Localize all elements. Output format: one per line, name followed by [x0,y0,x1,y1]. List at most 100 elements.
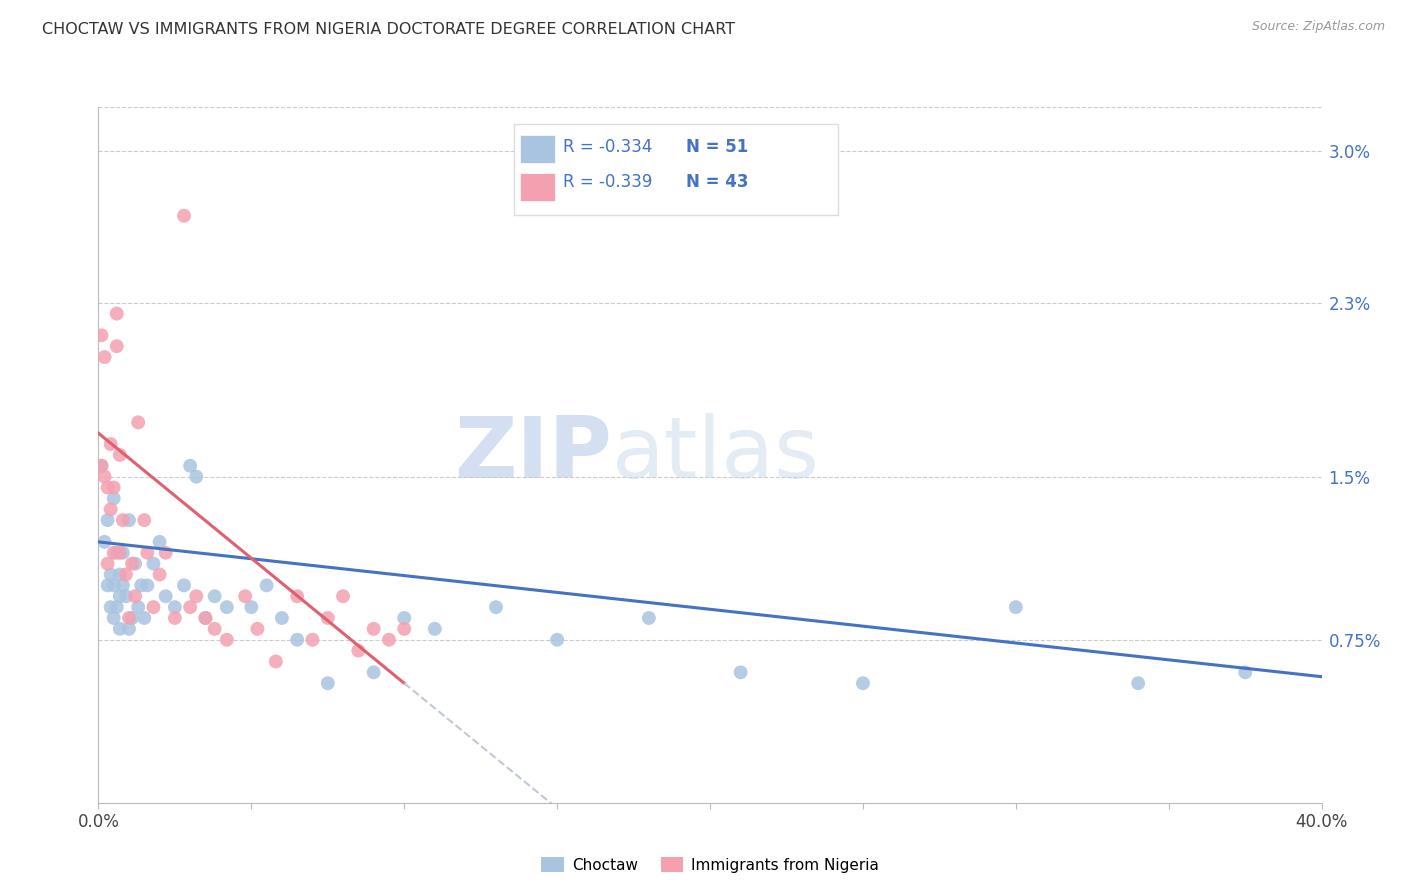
Point [149,534,172,549]
Point [852,676,875,690]
Point [270,611,292,625]
Point [108,622,131,636]
Point [97,578,120,592]
Point [1004,600,1026,615]
Point [103,546,125,560]
Point [111,513,134,527]
Point [186,469,208,483]
Text: R = -0.339: R = -0.339 [564,173,652,191]
Point [124,557,146,571]
Text: atlas: atlas [612,413,820,497]
Point [103,611,125,625]
Point [149,567,172,582]
Point [215,600,238,615]
Point [194,611,217,625]
Point [204,589,226,603]
Point [108,448,131,462]
Point [285,632,308,647]
Point [163,611,186,625]
Point [118,622,141,636]
Point [90,458,112,473]
Bar [520,173,555,201]
Point [115,567,138,582]
Point [546,632,568,647]
Point [485,600,508,615]
Point [163,600,186,615]
Point [378,632,401,647]
Point [142,557,165,571]
Point [118,513,141,527]
Point [347,643,370,657]
Point [136,578,159,592]
Point [155,546,177,560]
Point [105,339,128,353]
Text: ZIP: ZIP [454,413,612,497]
FancyBboxPatch shape [515,124,838,215]
Point [204,622,226,636]
Point [93,350,115,364]
Point [127,415,149,429]
Text: R = -0.334: R = -0.334 [564,138,652,156]
Point [100,502,122,516]
Point [316,676,339,690]
Text: N = 51: N = 51 [686,138,748,156]
Point [105,307,128,321]
Point [392,622,416,636]
Point [186,589,208,603]
Point [215,632,238,647]
Point [301,632,323,647]
Point [179,458,201,473]
Point [240,600,263,615]
Point [97,557,120,571]
Point [155,589,177,603]
Point [97,481,120,495]
Legend: Choctaw, Immigrants from Nigeria: Choctaw, Immigrants from Nigeria [534,850,886,879]
Point [127,600,149,615]
Point [179,600,201,615]
Point [93,469,115,483]
Point [103,481,125,495]
Point [103,578,125,592]
Point [108,546,131,560]
Point [173,209,195,223]
Point [108,589,131,603]
Point [285,589,308,603]
Point [363,665,385,680]
Point [121,611,143,625]
Text: CHOCTAW VS IMMIGRANTS FROM NIGERIA DOCTORATE DEGREE CORRELATION CHART: CHOCTAW VS IMMIGRANTS FROM NIGERIA DOCTO… [42,22,735,37]
Point [115,589,138,603]
Point [90,328,112,343]
Point [134,513,156,527]
Point [100,600,122,615]
Point [233,589,256,603]
Point [90,458,112,473]
Point [93,534,115,549]
Point [103,491,125,506]
Point [194,611,217,625]
Point [100,567,122,582]
Point [105,600,128,615]
Bar [520,135,555,162]
Point [105,546,128,560]
Point [100,437,122,451]
Point [246,622,269,636]
Point [1234,665,1257,680]
Point [316,611,339,625]
Point [142,600,165,615]
Text: Source: ZipAtlas.com: Source: ZipAtlas.com [1251,20,1385,33]
Point [363,622,385,636]
Point [134,611,156,625]
Point [118,611,141,625]
Point [108,567,131,582]
Point [136,546,159,560]
Text: N = 43: N = 43 [686,173,748,191]
Point [392,611,416,625]
Point [173,578,195,592]
Point [730,665,752,680]
Point [264,655,287,669]
Point [97,513,120,527]
Point [121,557,143,571]
Point [111,578,134,592]
Point [129,578,152,592]
Point [124,589,146,603]
